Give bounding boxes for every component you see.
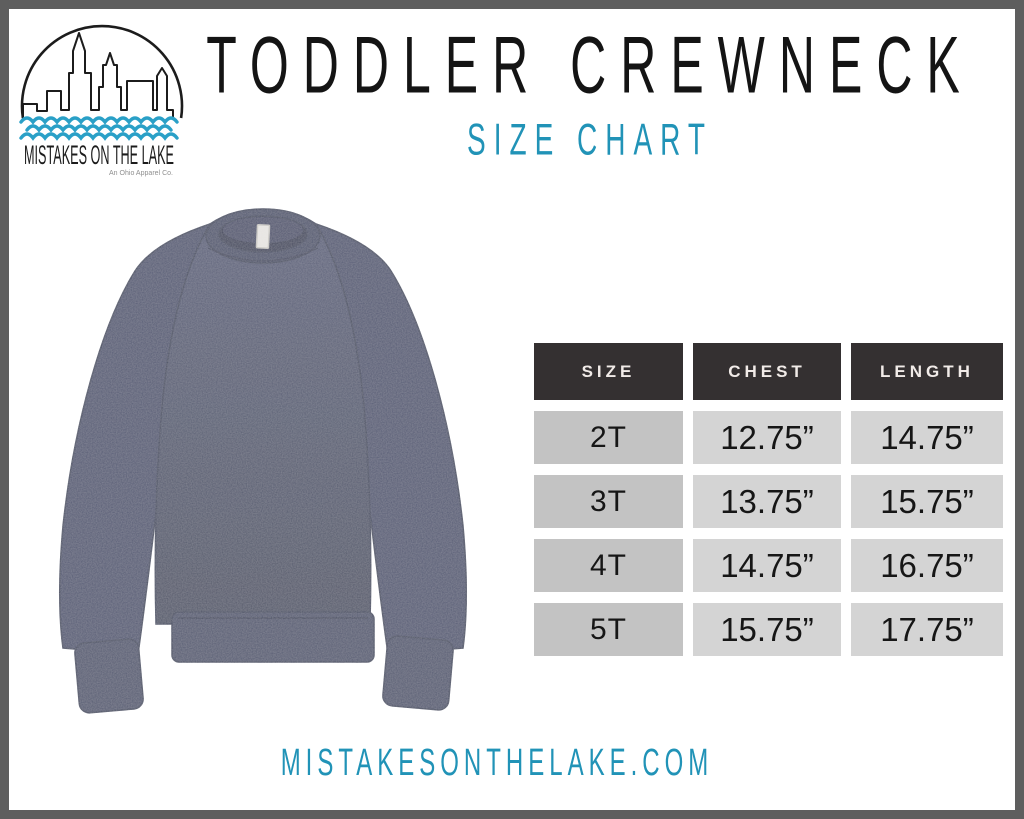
sweatshirt-illustration [58, 208, 468, 714]
size-cell: 5T [534, 603, 683, 656]
logo-circle-arc [20, 24, 184, 119]
crewneck-product-image [50, 196, 470, 721]
sweatshirt-body [154, 209, 372, 625]
size-cell: 3T [534, 475, 683, 528]
page-subtitle-wrap: SIZE CHART [180, 114, 1000, 166]
footer: MISTAKESONTHELAKE.COM [0, 740, 994, 788]
brand-name: MISTAKES ON THE LAKE [24, 140, 174, 170]
length-cell: 15.75” [851, 475, 1003, 528]
size-cell: 4T [534, 539, 683, 592]
page-title: TODDLER CREWNECK [206, 19, 974, 111]
chest-cell: 15.75” [693, 603, 841, 656]
chest-cell: 13.75” [693, 475, 841, 528]
page-title-wrap: TODDLER CREWNECK [180, 19, 1000, 111]
size-cell: 2T [534, 411, 683, 464]
length-cell: 17.75” [851, 603, 1003, 656]
chest-cell: 14.75” [693, 539, 841, 592]
brand-tagline: An Ohio Apparel Co. [109, 168, 173, 177]
sweatshirt-cuff-left [74, 638, 144, 714]
collar-stitching [207, 247, 319, 262]
length-cell: 16.75” [851, 539, 1003, 592]
brand-logo: MISTAKES ON THE LAKE An Ohio Apparel Co. [15, 18, 200, 183]
lake-waves-icon [19, 116, 179, 141]
page-subtitle: SIZE CHART [467, 114, 713, 164]
sweatshirt-hem-band [171, 611, 375, 663]
header-size: SIZE [534, 343, 683, 400]
brand-logo-svg: MISTAKES ON THE LAKE An Ohio Apparel Co. [19, 24, 184, 177]
website-url: MISTAKESONTHELAKE.COM [280, 741, 714, 785]
header-length: LENGTH [851, 343, 1003, 400]
size-chart-table: SIZE CHEST LENGTH 2T 12.75” 14.75” 3T 13… [534, 343, 1003, 656]
chest-cell: 12.75” [693, 411, 841, 464]
sweatshirt-cuff-right [382, 635, 454, 711]
header-chest: CHEST [693, 343, 841, 400]
length-cell: 14.75” [851, 411, 1003, 464]
care-label [255, 224, 271, 249]
city-skyline-icon [22, 32, 174, 119]
